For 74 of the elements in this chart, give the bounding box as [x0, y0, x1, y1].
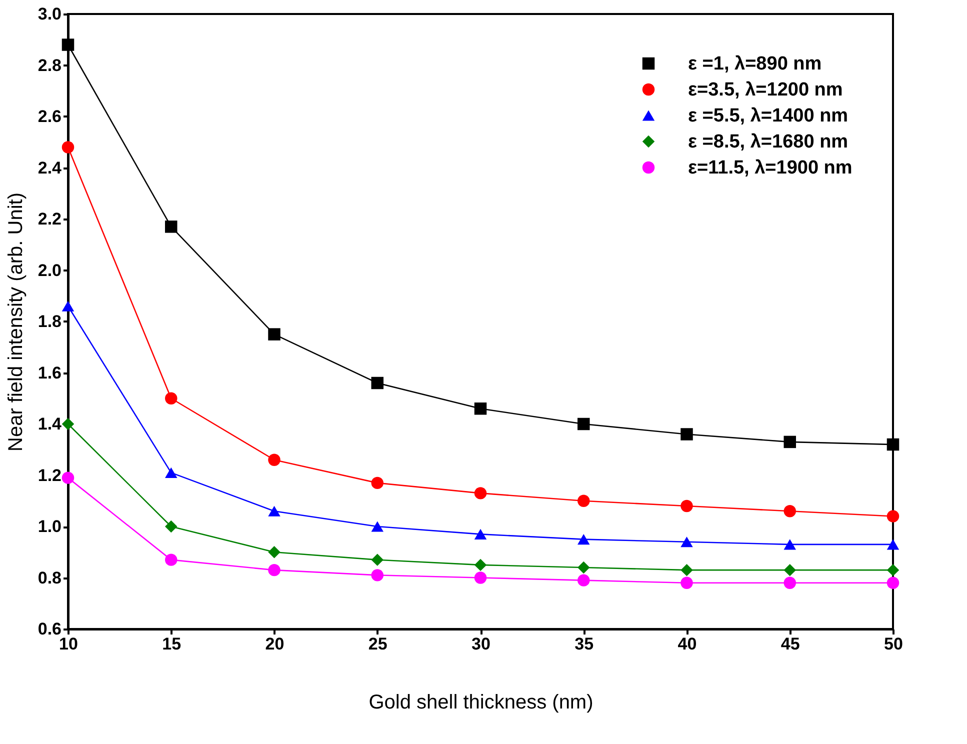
point	[886, 438, 900, 451]
point	[268, 328, 280, 340]
point	[680, 428, 693, 440]
y-tick-label: 0.8	[38, 568, 62, 588]
legend-label: ε=11.5, λ=1900 nm	[688, 158, 852, 178]
y-tick-label: 2.4	[38, 158, 62, 178]
point	[578, 418, 590, 430]
point	[268, 454, 280, 466]
point	[474, 572, 487, 584]
point	[886, 564, 900, 576]
legend-label: ε =5.5, λ=1400 nm	[688, 106, 848, 126]
x-tick-label: 25	[368, 634, 388, 654]
point	[784, 505, 796, 518]
y-tick-label: 0.6	[38, 620, 62, 638]
point	[165, 392, 178, 404]
point	[62, 141, 74, 154]
point	[62, 38, 74, 51]
point	[165, 467, 178, 478]
legend-label: ε =1, λ=890 nm	[688, 54, 822, 74]
x-tick-label: 50	[884, 634, 903, 654]
y-tick-label: 3.0	[38, 4, 62, 24]
y-tick-label: 1.6	[38, 363, 62, 382]
y-tick-label: 1.0	[38, 517, 62, 536]
point	[474, 487, 487, 500]
point	[165, 554, 178, 566]
point	[886, 576, 900, 589]
y-tick-label: 2.6	[38, 107, 62, 126]
point	[680, 576, 693, 589]
point	[268, 546, 280, 558]
point	[578, 574, 590, 586]
point	[784, 539, 796, 550]
x-tick-label: 45	[780, 634, 800, 654]
y-tick-label: 1.4	[38, 414, 62, 434]
x-tick-label: 10	[59, 634, 78, 654]
point	[165, 220, 178, 233]
point	[371, 569, 384, 582]
x-tick-label: 40	[678, 634, 697, 654]
point	[578, 534, 590, 545]
y-axis-title: Near field intensity (arb. Unit)	[4, 192, 27, 452]
legend-label: ε=3.5, λ=1200 nm	[688, 80, 843, 100]
point	[268, 506, 280, 516]
x-tick-label: 15	[162, 634, 182, 654]
point	[474, 558, 487, 572]
x-tick-label: 35	[574, 634, 594, 654]
point	[886, 539, 900, 550]
x-axis-title: Gold shell thickness (nm)	[368, 692, 594, 714]
point	[578, 561, 590, 574]
point	[474, 528, 487, 540]
point	[165, 520, 178, 533]
point	[62, 472, 74, 484]
x-tick-label: 20	[265, 634, 284, 654]
y-tick-label: 2.2	[38, 210, 62, 228]
point	[784, 564, 796, 576]
point	[371, 476, 384, 490]
point	[62, 300, 74, 312]
point	[680, 536, 693, 548]
point	[268, 564, 280, 576]
point	[784, 436, 796, 448]
y-tick-label: 2.0	[38, 260, 62, 280]
point	[784, 576, 796, 589]
y-tick-label: 1.8	[38, 312, 62, 331]
point	[886, 510, 900, 522]
point	[474, 402, 487, 415]
y-tick-label: 2.8	[38, 56, 62, 75]
point	[371, 521, 384, 532]
point	[680, 564, 693, 576]
point	[578, 494, 590, 507]
point	[62, 418, 74, 430]
point	[371, 376, 384, 390]
x-tick-label: 30	[472, 634, 490, 654]
y-tick-label: 1.2	[38, 466, 62, 485]
point	[680, 500, 693, 512]
legend-label: ε =8.5, λ=1680 nm	[688, 132, 848, 152]
point	[371, 554, 384, 566]
